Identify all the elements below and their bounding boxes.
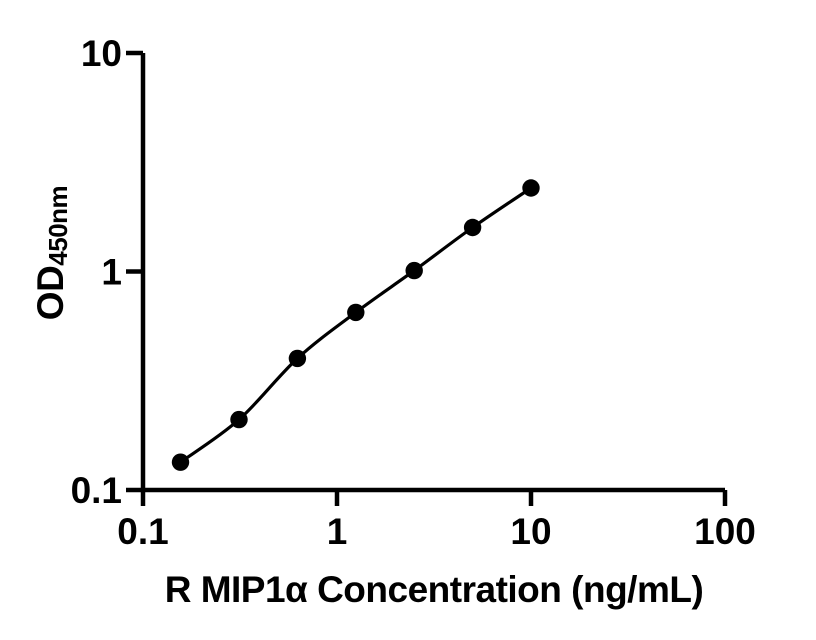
data-point <box>463 218 482 237</box>
y-axis-tick-labels: 0.1 1 10 <box>71 33 122 511</box>
x-axis-tick-label: 1 <box>327 511 348 552</box>
x-axis-title: R MIP1α Concentration (ng/mL) <box>165 569 704 610</box>
x-axis-tick-labels: 0.1 1 10 100 <box>117 511 756 552</box>
axes <box>126 50 728 506</box>
data-point <box>347 303 365 322</box>
data-point <box>522 179 540 197</box>
y-axis-title: OD450nm <box>30 186 73 320</box>
y-axis-title-sub: 450nm <box>43 186 73 266</box>
data-point <box>230 410 248 429</box>
y-axis-title-main: OD <box>30 266 71 321</box>
x-axis-tick-label: 0.1 <box>117 511 168 552</box>
data-point <box>288 349 307 368</box>
x-axis-tick-label: 10 <box>510 511 551 552</box>
axis-spine <box>140 53 725 493</box>
y-axis-tick-label: 10 <box>81 33 122 74</box>
y-axis-tick-label: 0.1 <box>71 470 122 511</box>
x-axis-tick-label: 100 <box>694 511 756 552</box>
data-points <box>171 179 540 471</box>
data-point <box>171 453 190 471</box>
data-point <box>405 261 423 280</box>
y-axis-tick-label: 1 <box>101 252 122 293</box>
